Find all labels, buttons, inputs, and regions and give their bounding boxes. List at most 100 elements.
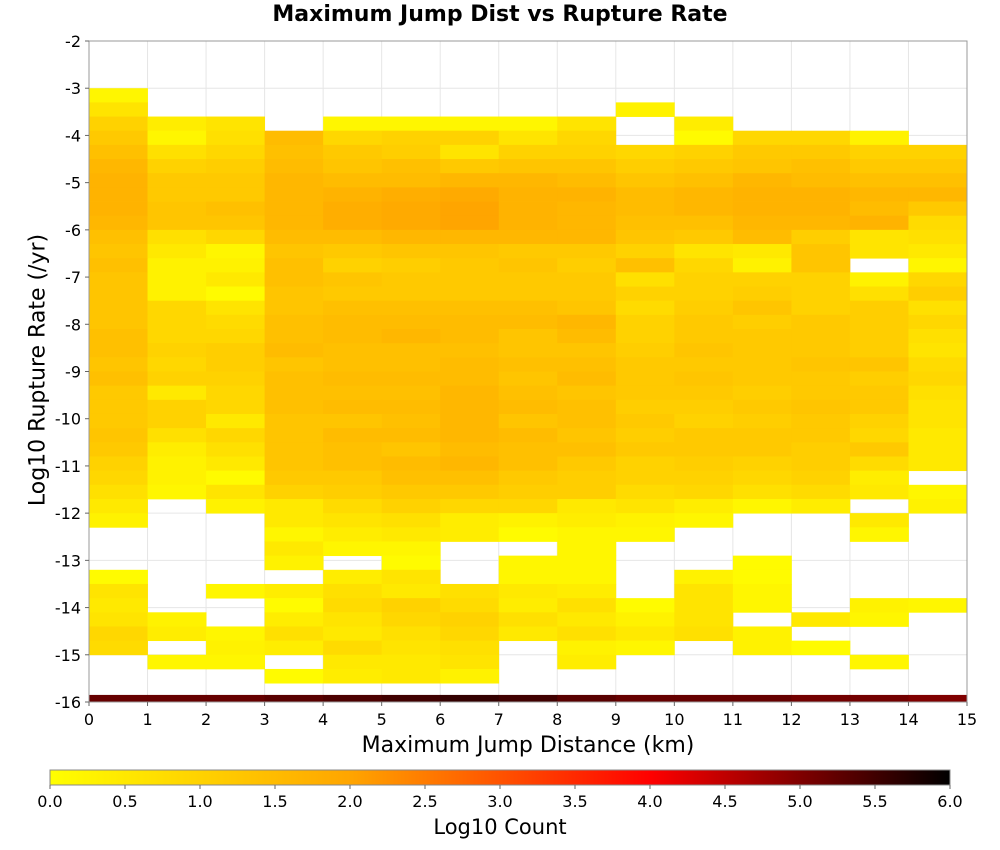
heatmap-cell [89,144,148,160]
heatmap-cell [615,314,675,330]
heatmap-cell [732,555,792,571]
heatmap-cell [615,144,675,160]
heatmap-cell [323,456,383,472]
heatmap-cell [381,626,441,642]
heatmap-cell [908,173,968,188]
heatmap-cell [498,598,558,613]
heatmap-cell [557,399,617,415]
heatmap-cell [849,201,909,217]
heatmap-cell [89,88,148,103]
colorbar-tick-label: 5.0 [787,792,812,811]
heatmap-cell [498,569,558,585]
heatmap-cell [89,343,148,358]
heatmap-cell [206,385,265,401]
heatmap-cell [908,442,968,457]
heatmap-cell [498,173,558,188]
heatmap-cell [674,187,734,202]
y-tick-label: -7 [65,268,81,287]
heatmap-cell [908,258,968,273]
heatmap-cell [498,612,558,627]
heatmap-cell [206,244,265,259]
x-tick-label: 4 [318,710,328,729]
x-tick-label: 1 [142,710,152,729]
heatmap-cell [264,130,324,146]
heatmap-cell [381,286,441,302]
heatmap-cell [498,343,558,358]
x-tick-label: 12 [781,710,801,729]
x-tick-label: 11 [723,710,743,729]
heatmap-cell [849,399,909,415]
heatmap-cell [440,159,500,174]
heatmap-cell [908,357,968,372]
heatmap-cell [849,442,909,457]
heatmap-cell [557,314,617,330]
heatmap-cell [147,456,207,472]
heatmap-cell [615,694,675,702]
heatmap-cell [381,144,441,160]
heatmap-cell [908,144,968,160]
heatmap-cell [557,144,617,160]
x-tick-label: 3 [260,710,270,729]
heatmap-cell [381,159,441,174]
heatmap-cell [674,173,734,188]
heatmap-cell [849,470,909,486]
heatmap-cell [615,626,675,642]
heatmap-cell [323,626,383,642]
heatmap-cell [791,470,851,486]
heatmap-cell [381,640,441,656]
heatmap-cell [849,357,909,372]
y-tick-label: -2 [65,32,81,51]
heatmap-cell [849,130,909,146]
x-tick-label: 5 [377,710,387,729]
heatmap-cell [440,694,500,702]
x-tick-label: 6 [435,710,445,729]
heatmap-cell [732,598,792,613]
heatmap-cell [147,626,207,642]
heatmap-cell [440,258,500,273]
heatmap-cell [849,159,909,174]
heatmap-cell [849,371,909,387]
heatmap-cell [674,116,734,132]
heatmap-cell [89,569,148,585]
heatmap-cell [498,159,558,174]
x-tick-label: 2 [201,710,211,729]
heatmap-cell [89,286,148,302]
heatmap-cell [264,456,324,472]
heatmap-cell [440,173,500,188]
heatmap-cell [732,456,792,472]
heatmap-cell [615,272,675,287]
heatmap-cell [264,385,324,401]
heatmap-cell [323,116,383,132]
heatmap-cell [498,626,558,642]
colorbar-tick-label: 6.0 [937,792,962,811]
heatmap-cell [147,470,207,486]
heatmap-cell [264,555,324,571]
y-tick-label: -10 [55,410,81,429]
heatmap-cell [557,456,617,472]
y-tick-label: -8 [65,315,81,334]
heatmap-cell [206,343,265,358]
heatmap-cell [323,569,383,585]
heatmap-cell [557,484,617,500]
heatmap-cell [206,272,265,287]
heatmap-cell [381,583,441,599]
heatmap-cell [323,357,383,372]
heatmap-cell [206,173,265,188]
heatmap-cell [147,428,207,443]
heatmap-cell [791,258,851,273]
heatmap-cell [440,286,500,302]
heatmap-cell [264,640,324,656]
heatmap-cell [498,442,558,457]
heatmap-cell [674,569,734,585]
heatmap-cell [147,286,207,302]
heatmap-cell [147,244,207,259]
heatmap-cell [908,371,968,387]
heatmap-cell [381,470,441,486]
heatmap-cell [791,286,851,302]
heatmap-cell [732,286,792,302]
y-tick-label: -6 [65,221,81,240]
heatmap-cell [89,130,148,146]
heatmap-cell [89,314,148,330]
heatmap-cell [440,371,500,387]
heatmap-cell [791,130,851,146]
